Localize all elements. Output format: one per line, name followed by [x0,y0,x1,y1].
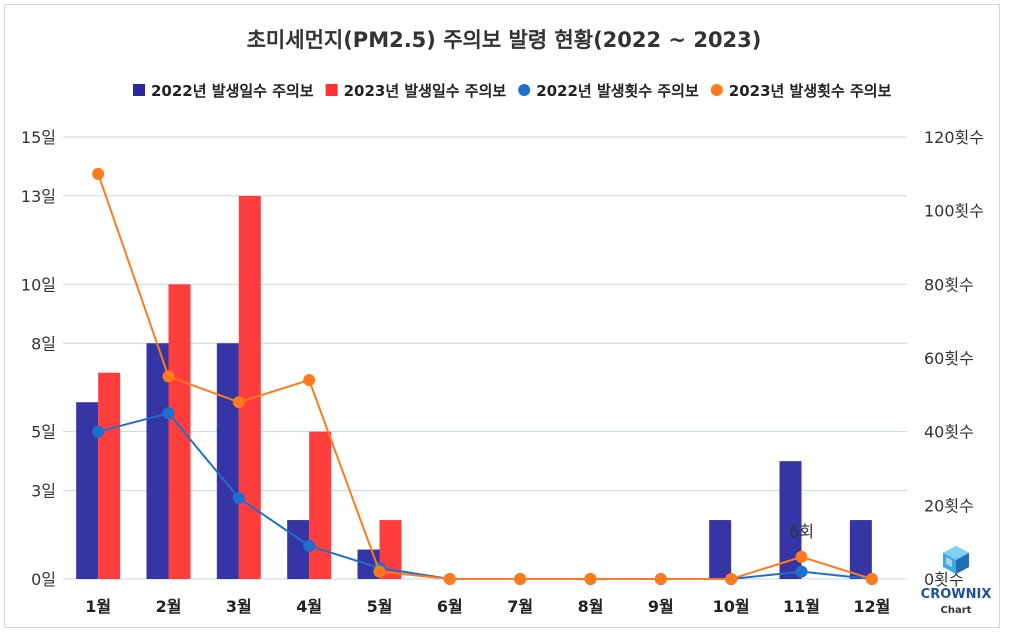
data-point [92,425,105,438]
x-tick-label: 4월 [296,597,322,616]
x-tick-label: 7월 [507,597,533,616]
data-point [725,573,738,585]
legend-swatch [133,84,145,96]
left-tick-label: 8일 [31,334,56,353]
bar [309,431,332,579]
bar [216,343,239,579]
bar [238,195,261,579]
data-point [162,370,175,383]
legend-swatch [710,84,723,96]
data-point [443,573,456,585]
legend-label: 2022년 발생일수 주의보 [151,82,314,100]
data-point [373,565,386,578]
left-tick-label: 10일 [21,275,56,294]
chart-title: 초미세먼지(PM2.5) 주의보 발령 현황(2022 ~ 2023) [247,28,762,52]
bar [98,372,121,579]
x-tick-label: 12월 [853,597,890,616]
legend-label: 2023년 발생일수 주의보 [344,82,507,100]
right-tick-label: 0횟수 [924,570,964,589]
data-point [795,565,808,578]
x-tick-label: 5월 [367,597,393,616]
data-point [795,550,808,563]
x-axis-labels: 1월 2월 3월 4월 5월 6월 7월 8월 9월 10월 11월 12월 [85,597,890,616]
legend-swatch [518,84,531,96]
right-tick-label: 40횟수 [924,423,974,442]
x-tick-label: 11월 [783,597,820,616]
x-tick-label: 3월 [226,597,252,616]
bar [709,520,732,579]
x-tick-label: 1월 [85,597,111,616]
bar [146,343,169,579]
data-point [303,374,316,387]
legend-swatch [325,84,338,96]
legend-item[interactable]: 2023년 발생횟수 주의보 [710,82,892,100]
series-line [97,412,872,580]
data-point [654,573,667,585]
x-tick-label: 2월 [156,597,182,616]
x-tick-label: 8월 [578,597,604,616]
legend-label: 2023년 발생횟수 주의보 [729,82,892,100]
annotations: 6회 [789,522,814,541]
legend-item[interactable]: 2022년 발생횟수 주의보 [518,82,699,100]
bars [76,195,872,579]
data-point [865,573,878,585]
data-point [232,396,245,409]
right-tick-label: 120횟수 [924,128,984,147]
bar [379,520,402,579]
right-tick-label: 20횟수 [924,496,974,515]
x-tick-label: 10월 [713,597,750,616]
data-point [303,539,316,552]
bar [76,402,99,579]
left-tick-label: 0일 [31,570,56,589]
x-tick-label: 6월 [437,597,463,616]
brand-sub: Chart [941,605,972,616]
x-tick-label: 9월 [648,597,674,616]
right-axis-ticks: 0횟수 20횟수 40횟수 60횟수 80횟수 100횟수 120횟수 [924,128,984,589]
series-line [97,173,873,580]
crownix-logo: CROWNIX Chart [921,546,992,616]
right-tick-label: 60횟수 [924,349,974,368]
left-axis-ticks: 0일 3일 5일 8일 10일 13일 15일 [21,128,56,589]
data-point [92,167,105,180]
legend-label: 2022년 발생횟수 주의보 [536,82,699,100]
left-tick-label: 15일 [21,128,56,147]
right-tick-label: 80횟수 [924,275,974,294]
left-tick-label: 3일 [31,482,56,501]
chart-frame: 초미세먼지(PM2.5) 주의보 발령 현황(2022 ~ 2023) 2022… [4,4,1000,628]
chart-svg: 초미세먼지(PM2.5) 주의보 발령 현황(2022 ~ 2023) 2022… [21,28,992,616]
bar [168,284,191,579]
left-tick-label: 13일 [21,187,56,206]
right-tick-label: 100횟수 [924,202,984,221]
grid-lines [63,136,907,580]
bar [849,520,872,579]
data-point [232,491,245,504]
data-point [162,407,175,420]
legend-item[interactable]: 2023년 발생일수 주의보 [325,82,507,100]
data-point [584,573,597,585]
legend-item[interactable]: 2022년 발생일수 주의보 [133,82,314,100]
brand-name: CROWNIX [921,587,992,602]
data-point [514,573,527,585]
cube-icon [943,546,969,574]
annotation-label: 6회 [789,522,814,541]
legend: 2022년 발생일수 주의보 2023년 발생일수 주의보 2022년 발생횟수 주… [133,82,892,100]
left-tick-label: 5일 [31,423,56,442]
lines [92,167,878,585]
bar [779,461,802,579]
